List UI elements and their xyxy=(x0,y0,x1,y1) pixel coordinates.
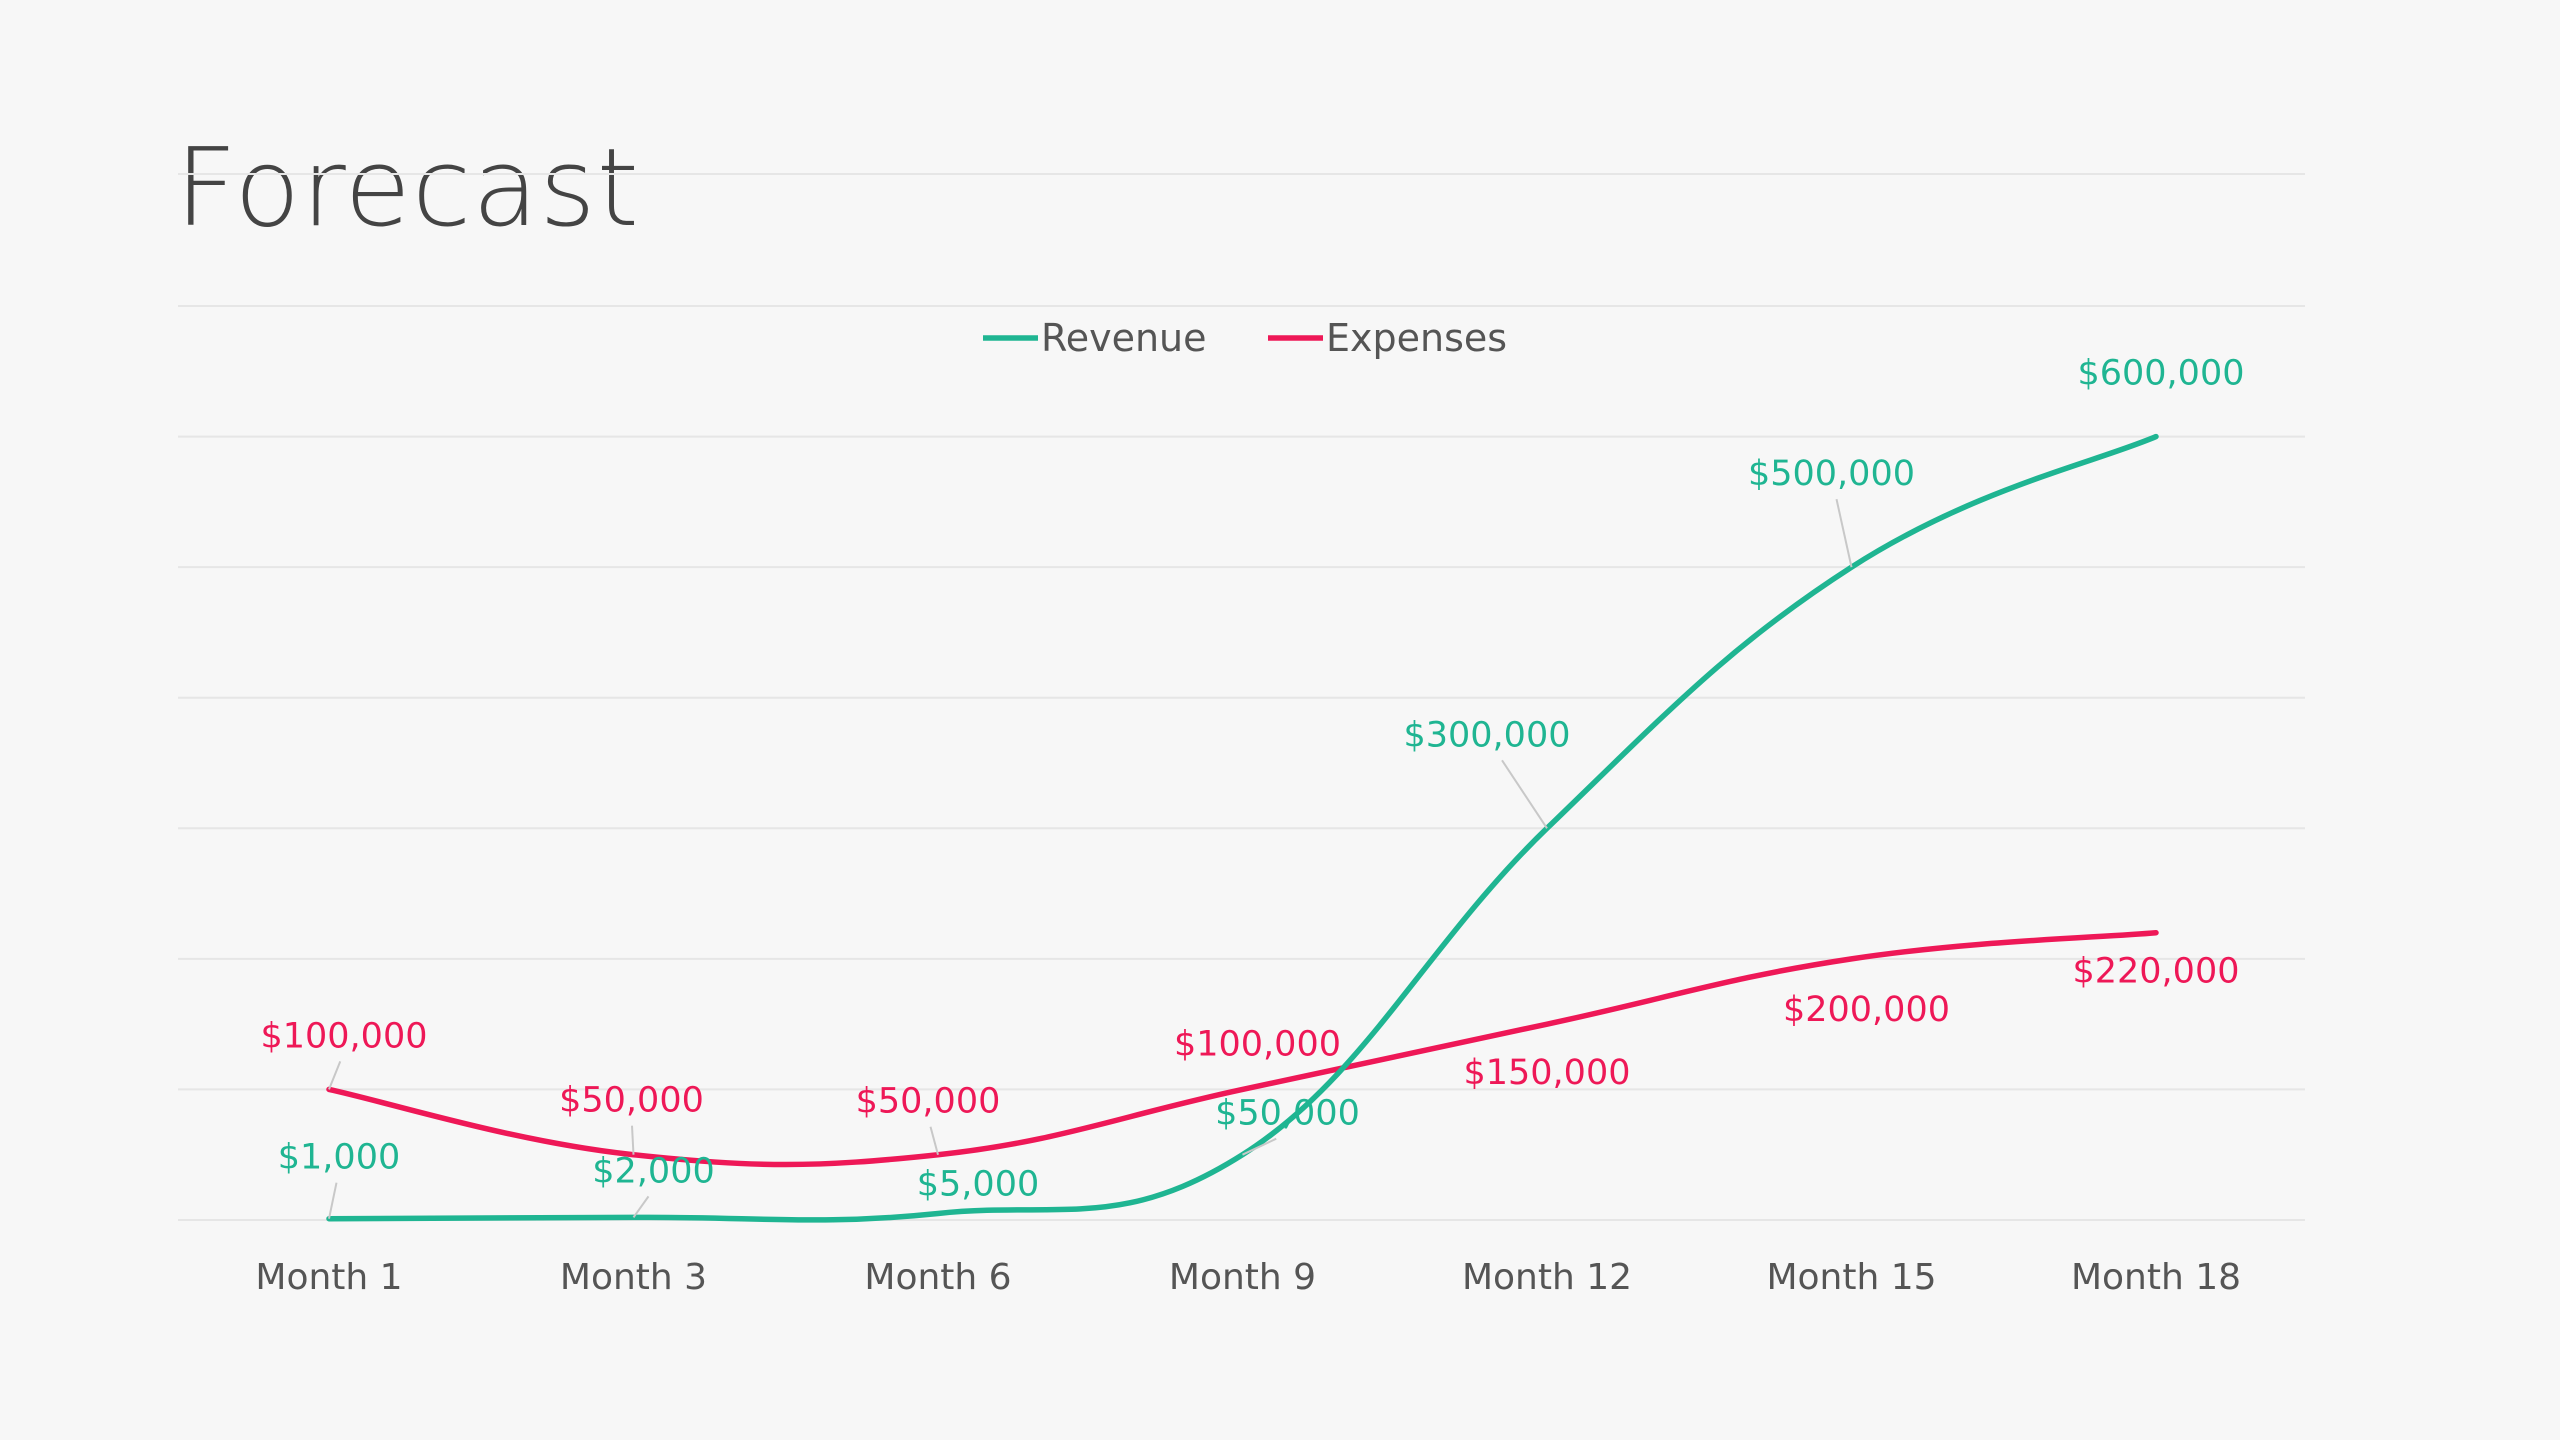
data-label-revenue: $600,000 xyxy=(2077,354,2244,394)
data-label-expenses: $100,000 xyxy=(1174,1024,1341,1064)
data-label-revenue: $50,000 xyxy=(1215,1094,1360,1134)
data-label-expenses: $200,000 xyxy=(1783,990,1950,1030)
data-label-expenses: $100,000 xyxy=(260,1016,427,1056)
slide-title: Forecast xyxy=(175,126,640,251)
x-tick-label: Month 1 xyxy=(255,1257,402,1298)
x-tick-label: Month 3 xyxy=(560,1257,707,1298)
data-label-expenses: $50,000 xyxy=(856,1082,1001,1122)
leader-line xyxy=(631,1125,635,1155)
leader-line xyxy=(1835,498,1853,568)
x-tick-label: Month 9 xyxy=(1169,1257,1316,1298)
data-label-revenue: $500,000 xyxy=(1748,454,1915,494)
data-label-expenses: $220,000 xyxy=(2072,952,2239,992)
data-label-revenue: $1,000 xyxy=(278,1138,400,1178)
x-tick-label: Month 12 xyxy=(1462,1257,1632,1298)
x-axis: Month 1 Month 3 Month 6 Month 9 Month 12 Mont… xyxy=(255,1257,2241,1298)
label-leader-lines xyxy=(328,498,1853,1219)
series-line-revenue xyxy=(326,433,2159,1223)
data-label-expenses: $150,000 xyxy=(1463,1053,1630,1093)
leader-line xyxy=(929,1126,939,1155)
leader-line xyxy=(328,1061,342,1090)
data-label-expenses: $50,000 xyxy=(559,1081,704,1121)
legend: Revenue Expenses xyxy=(983,316,1507,360)
leader-line xyxy=(1242,1137,1277,1156)
leader-line xyxy=(632,1195,650,1218)
legend-label-expenses: Expenses xyxy=(1326,316,1507,360)
legend-label-revenue: Revenue xyxy=(1041,316,1207,360)
x-tick-label: Month 18 xyxy=(2071,1257,2241,1298)
data-labels: $1,000 $2,000 $5,000 $50,000 $300,000 $500,00… xyxy=(260,354,2244,1205)
leader-line xyxy=(1501,759,1548,829)
data-label-revenue: $2,000 xyxy=(592,1151,714,1191)
data-label-revenue: $300,000 xyxy=(1403,715,1570,755)
x-tick-label: Month 15 xyxy=(1766,1257,1936,1298)
leader-line xyxy=(328,1182,338,1219)
x-tick-label: Month 6 xyxy=(864,1257,1011,1298)
data-label-revenue: $5,000 xyxy=(917,1164,1039,1204)
